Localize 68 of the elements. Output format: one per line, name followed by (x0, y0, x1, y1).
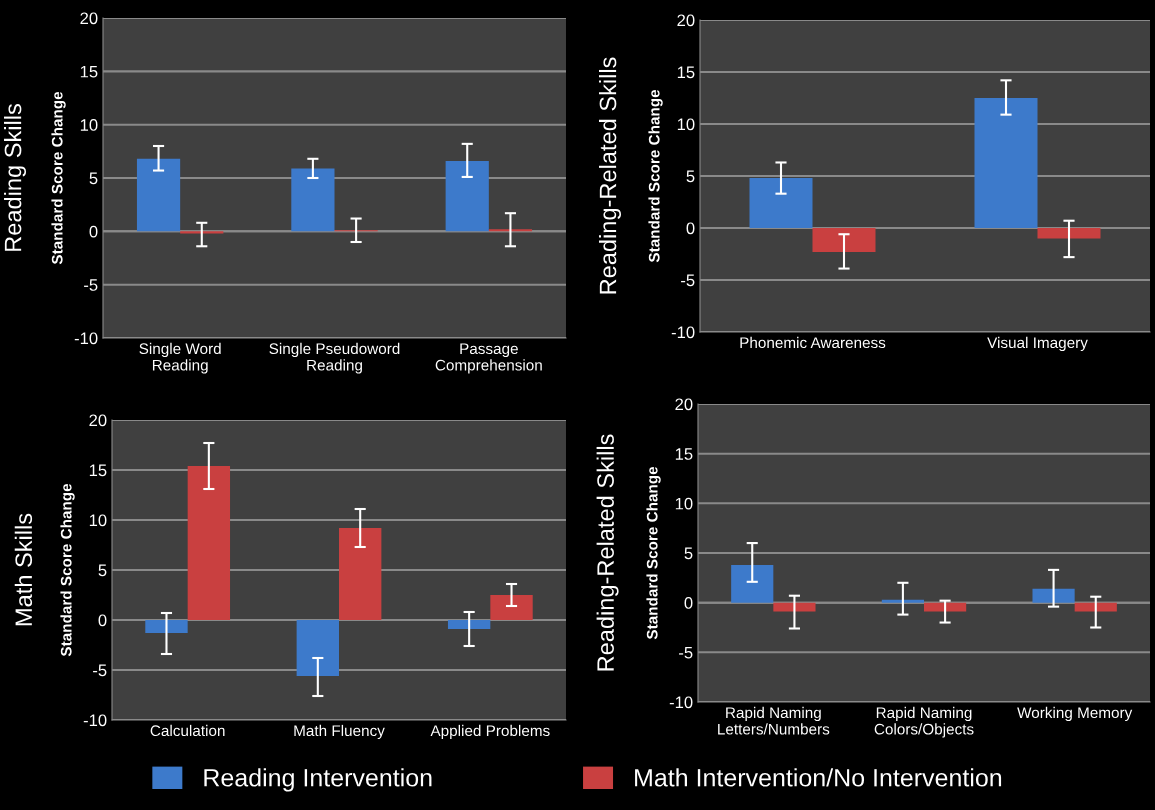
y-tick-label: -10 (671, 326, 695, 339)
y-tick-label: 20 (677, 14, 695, 27)
bar (187, 466, 231, 620)
x-tick-label: Applied Problems (430, 724, 550, 740)
bar (490, 595, 533, 620)
bar (339, 528, 382, 620)
y-tick-label: -5 (84, 279, 98, 291)
legend-label: Reading Intervention (204, 768, 432, 792)
x-tick-label: Visual Imagery (987, 336, 1088, 352)
x-tick-label: Math Fluency (294, 724, 385, 740)
y-tick-label: 0 (98, 614, 107, 627)
text: Reading-Related Skills (596, 434, 619, 671)
y-tick-label: -10 (83, 714, 107, 727)
y-tick-label: 5 (684, 547, 693, 560)
bar (812, 228, 876, 252)
bar (731, 564, 774, 603)
legend-label: Math Intervention/No Intervention (635, 768, 1002, 787)
y-tick-label: 5 (89, 172, 98, 185)
y-axis-title: Standard Score Change (51, 91, 66, 265)
x-tick-label: Phonemic Awareness (740, 336, 886, 349)
bar (145, 620, 188, 633)
y-tick-label: 20 (80, 12, 98, 25)
y-axis-title: Standard Score Change (60, 483, 75, 657)
x-tick-label: Single Word Reading (139, 342, 221, 374)
y-tick-label: 0 (686, 222, 695, 235)
y-tick-label: 15 (677, 66, 695, 79)
bar (1032, 588, 1075, 603)
y-tick-label: 15 (675, 448, 693, 460)
bar (296, 620, 339, 676)
text: Math Skills (14, 513, 33, 626)
bar (749, 178, 813, 228)
x-tick-label: Rapid Naming Colors/Objects (874, 706, 974, 738)
bar (291, 168, 335, 232)
y-tick-label: 20 (89, 414, 107, 427)
bar (136, 158, 181, 232)
bar (445, 160, 489, 232)
bar (773, 602, 816, 612)
y-tick-label: 5 (98, 564, 107, 577)
x-tick-label: Working Memory (1017, 706, 1133, 722)
x-tick-label: Single Pseudoword Reading (269, 342, 400, 374)
bar (974, 98, 1038, 228)
y-tick-label: 10 (677, 118, 695, 131)
y-axis-title: Standard Score Change (648, 89, 663, 263)
bar (1074, 602, 1117, 612)
y-tick-label: -5 (679, 646, 693, 659)
text: Reading-Related Skills (598, 57, 622, 294)
y-tick-label: 10 (89, 514, 107, 527)
y-tick-label: 5 (686, 170, 695, 183)
y-tick-label: 20 (675, 398, 693, 411)
bar (1037, 228, 1101, 239)
y-tick-label: -10 (74, 332, 98, 345)
y-tick-label: -5 (93, 664, 107, 677)
bar (924, 602, 967, 612)
y-tick-label: 10 (675, 497, 693, 510)
y-tick-label: 15 (80, 65, 98, 78)
x-tick-label: Passage Comprehension (435, 343, 542, 374)
y-tick-label: 0 (89, 225, 98, 238)
y-axis-title: Standard Score Change (646, 466, 661, 640)
y-tick-label: 0 (684, 597, 693, 609)
x-tick-label: Rapid Naming Letters/Numbers (718, 706, 830, 735)
text: Reading Skills (4, 104, 27, 251)
y-tick-label: -10 (669, 696, 693, 709)
bar (881, 599, 924, 603)
bar (447, 620, 491, 629)
x-tick-label: Calculation (150, 724, 225, 737)
y-tick-label: 15 (89, 464, 107, 477)
y-tick-label: -5 (681, 274, 695, 287)
y-tick-label: 10 (80, 119, 98, 131)
